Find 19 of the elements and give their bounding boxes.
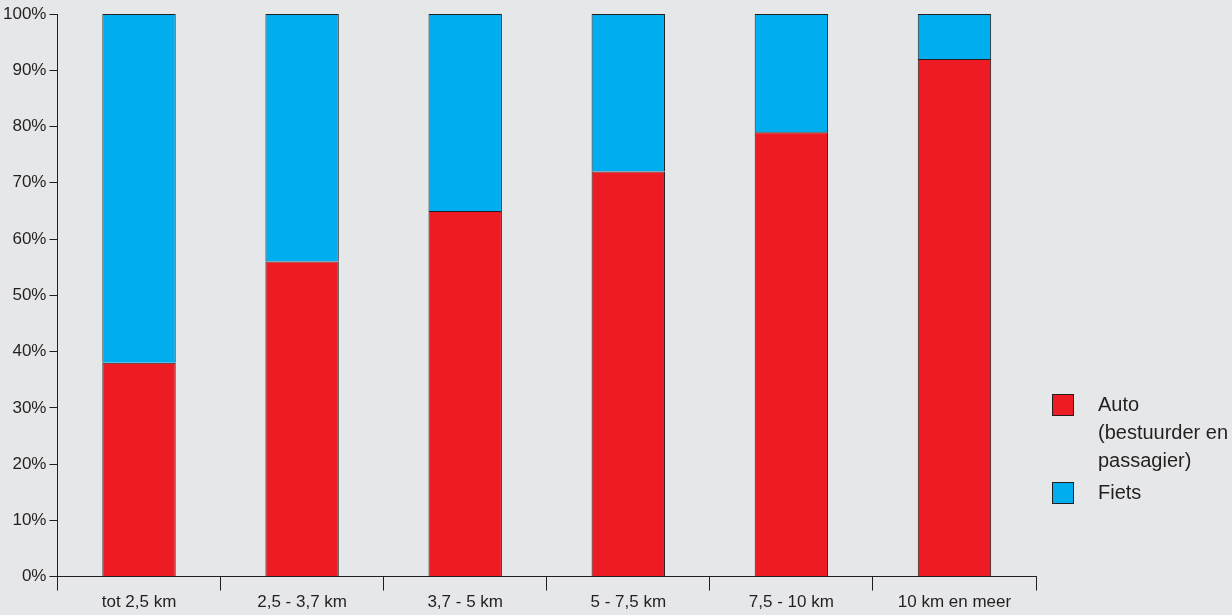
- y-tick-label: 0%: [21, 566, 47, 586]
- y-tick-label: 60%: [12, 228, 47, 248]
- y-tick-label: 30%: [12, 397, 47, 417]
- x-tick-label: 10 km en meer: [897, 592, 1012, 612]
- x-tick-label: 3,7 - 5 km: [427, 592, 503, 612]
- x-tick-label: tot 2,5 km: [101, 592, 177, 612]
- y-tick-label: 40%: [12, 341, 47, 361]
- legend-label: Auto (bestuurder en passagier): [1098, 392, 1230, 473]
- y-tick-label: 10%: [12, 510, 47, 530]
- y-tick-label: 100%: [3, 3, 47, 23]
- x-tick-label: 5 - 7,5 km: [590, 592, 667, 612]
- y-tick-label: 80%: [12, 116, 47, 136]
- legend-label: Fiets: [1098, 480, 1143, 505]
- y-tick-label: 90%: [12, 59, 47, 79]
- y-tick-label: 70%: [12, 172, 47, 192]
- y-tick-label: 50%: [12, 284, 47, 304]
- y-tick-label: 20%: [12, 453, 47, 473]
- x-tick-label: 7,5 - 10 km: [748, 592, 834, 612]
- x-tick-label: 2,5 - 3,7 km: [257, 592, 347, 612]
